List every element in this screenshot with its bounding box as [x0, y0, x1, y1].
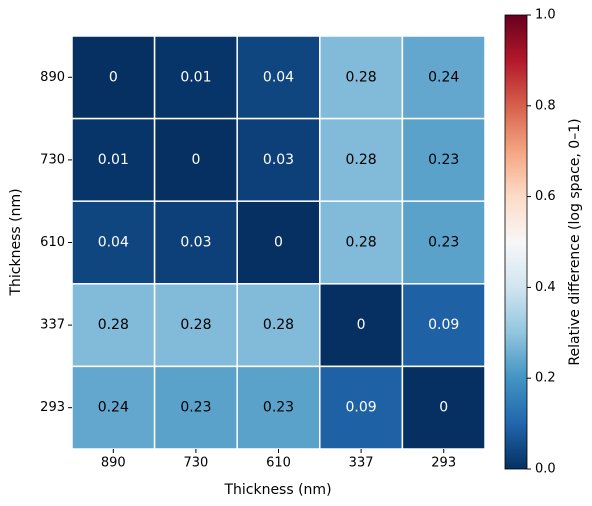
cell-label: 0.28	[180, 317, 211, 333]
heatmap-cell	[236, 117, 321, 202]
x-tick-label: 890	[101, 456, 126, 471]
heatmap-cell	[319, 283, 404, 368]
x-axis-label: Thickness (nm)	[223, 482, 331, 498]
cell-label: 0	[439, 400, 448, 416]
heatmap-cell	[319, 200, 404, 285]
cell-label: 0.04	[98, 235, 129, 251]
heatmap-cell	[236, 283, 321, 368]
colorbar-label: Relative difference (log space, 0–1)	[567, 118, 583, 365]
heatmap-cell	[71, 365, 156, 450]
heatmap-cell	[153, 365, 238, 450]
heatmap-cell	[153, 35, 238, 120]
cell-label: 0.28	[98, 317, 129, 333]
colorbar-tick-label: 0.6	[535, 189, 556, 204]
cell-label: 0.09	[346, 400, 377, 416]
cell-label: 0.03	[180, 235, 211, 251]
cell-label: 0.23	[180, 400, 211, 416]
heatmap-cell	[236, 35, 321, 120]
cell-label: 0.01	[180, 69, 211, 85]
cell-label: 0.28	[346, 152, 377, 168]
cell-label: 0	[357, 317, 366, 333]
y-tick-label: 337	[40, 318, 65, 333]
y-tick-label: 730	[40, 152, 65, 167]
colorbar-tick-label: 0.8	[535, 98, 556, 113]
heatmap-cell	[401, 117, 486, 202]
cell-label: 0	[109, 69, 118, 85]
colorbar-tick-label: 0.0	[535, 462, 556, 477]
cell-label: 0	[191, 152, 200, 168]
y-tick-label: 890	[40, 70, 65, 85]
cell-label: 0.01	[98, 152, 129, 168]
cell-label: 0.09	[428, 317, 459, 333]
x-tick-label: 293	[431, 456, 456, 471]
x-tick-label: 730	[183, 456, 208, 471]
y-tick-label: 293	[40, 400, 65, 415]
cell-label: 0.23	[428, 152, 459, 168]
heatmap-cell	[71, 35, 156, 120]
cell-label: 0.04	[263, 69, 294, 85]
x-tick-label: 610	[266, 456, 291, 471]
colorbar-tick-label: 0.4	[535, 280, 556, 295]
cell-label: 0	[274, 235, 283, 251]
y-axis-label: Thickness (nm)	[8, 188, 24, 296]
heatmap-cell	[236, 365, 321, 450]
cell-label: 0.28	[346, 69, 377, 85]
colorbar-tick-label: 0.2	[535, 371, 556, 386]
heatmap-cell	[153, 283, 238, 368]
y-tick-label: 610	[40, 235, 65, 250]
cell-label: 0.24	[428, 69, 459, 85]
cell-label: 0.03	[263, 152, 294, 168]
cell-label: 0.28	[263, 317, 294, 333]
colorbar	[504, 14, 528, 470]
cell-label: 0.24	[98, 400, 129, 416]
heatmap-cell	[153, 200, 238, 285]
cell-label: 0.23	[263, 400, 294, 416]
colorbar-tick-label: 1.0	[535, 8, 556, 23]
heatmap-cell	[401, 365, 486, 450]
heatmap-cell	[401, 283, 486, 368]
cell-label: 0.28	[346, 235, 377, 251]
x-tick-label: 337	[349, 456, 374, 471]
cell-label: 0.23	[428, 235, 459, 251]
